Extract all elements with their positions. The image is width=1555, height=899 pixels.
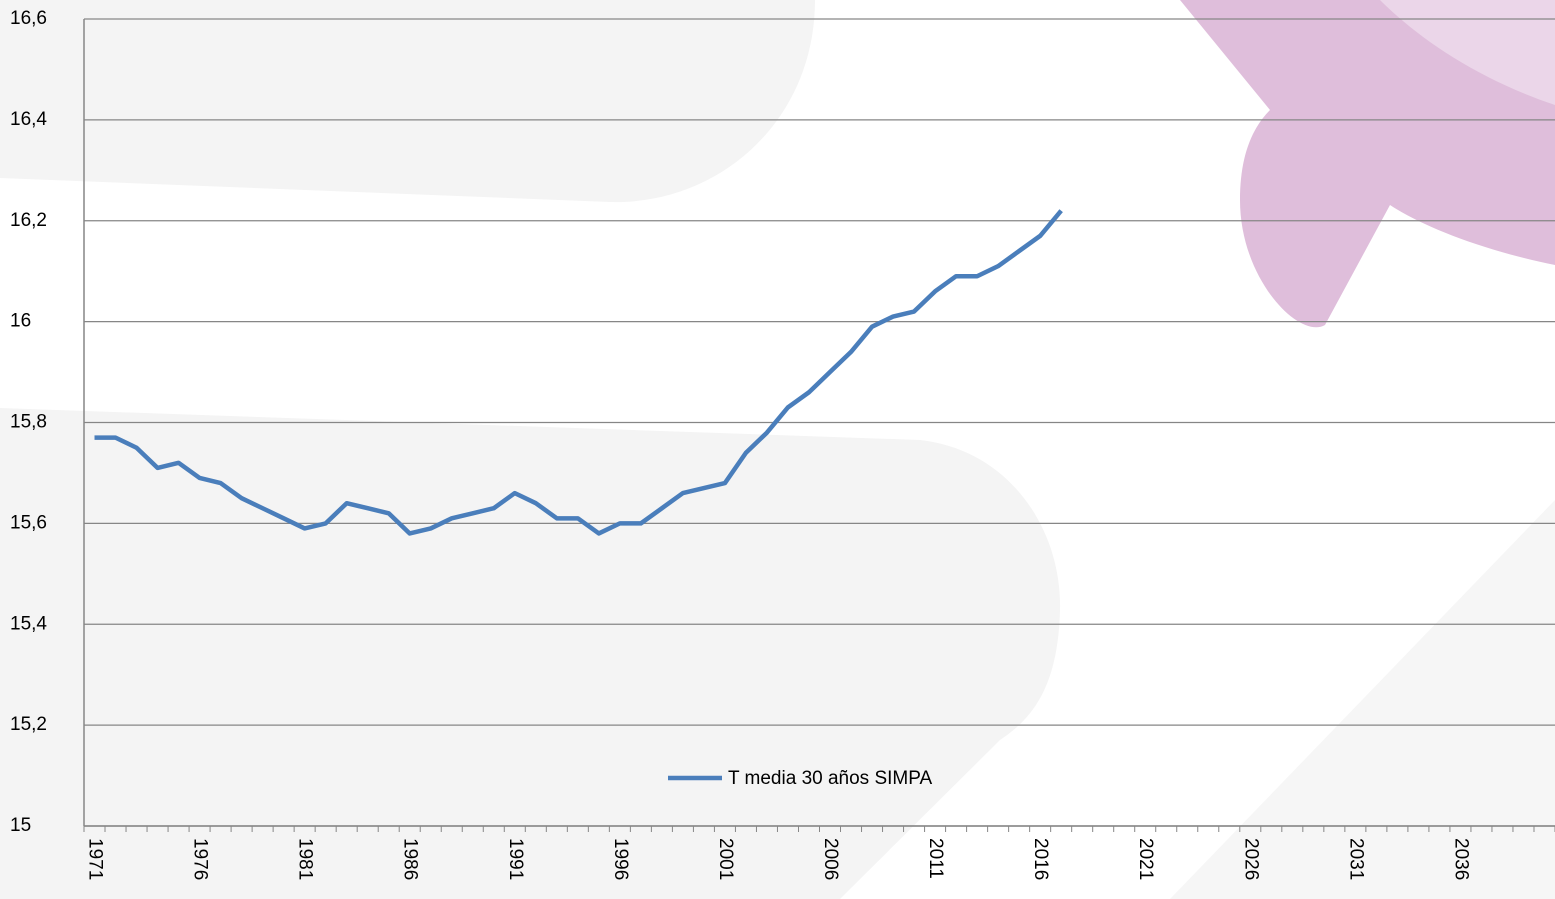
x-tick-label: 1976 xyxy=(190,838,211,880)
y-tick-label: 15,4 xyxy=(10,613,47,634)
y-tick-label: 15,8 xyxy=(10,412,47,433)
x-tick-label: 2006 xyxy=(820,838,841,880)
y-tick-label: 16,6 xyxy=(10,8,47,29)
bg-shape xyxy=(0,0,815,203)
y-tick-label: 16,2 xyxy=(10,210,47,231)
bg-shape xyxy=(1380,0,1555,105)
x-tick-label: 2026 xyxy=(1240,838,1261,880)
x-tick-label: 2031 xyxy=(1345,838,1366,880)
y-tick-label: 16 xyxy=(10,311,31,332)
x-tick-label: 2001 xyxy=(715,838,736,880)
bg-shape xyxy=(1170,500,1555,899)
x-tick-label: 1981 xyxy=(295,838,316,880)
line-series xyxy=(94,209,1063,536)
y-tick-label: 15,6 xyxy=(10,512,47,533)
bg-shape xyxy=(1180,0,1555,328)
bg-shape xyxy=(0,408,1061,899)
x-tick-label: 2036 xyxy=(1450,838,1471,880)
y-tick-label: 16,4 xyxy=(10,109,47,130)
x-tick-label: 2016 xyxy=(1030,838,1051,880)
x-tick-label: 1996 xyxy=(610,838,631,880)
x-tick-label: 1991 xyxy=(505,838,526,880)
x-tick-label: 2021 xyxy=(1135,838,1156,880)
y-tick-label: 15,2 xyxy=(10,714,47,735)
y-tick-label: 15 xyxy=(10,815,31,836)
plot xyxy=(94,209,1063,536)
x-tick-label: 1986 xyxy=(400,838,421,880)
legend-label: T media 30 años SIMPA xyxy=(728,768,933,789)
grid xyxy=(83,18,1555,832)
x-tick-label: 2011 xyxy=(925,838,946,879)
x-tick-label: 1971 xyxy=(84,838,105,880)
